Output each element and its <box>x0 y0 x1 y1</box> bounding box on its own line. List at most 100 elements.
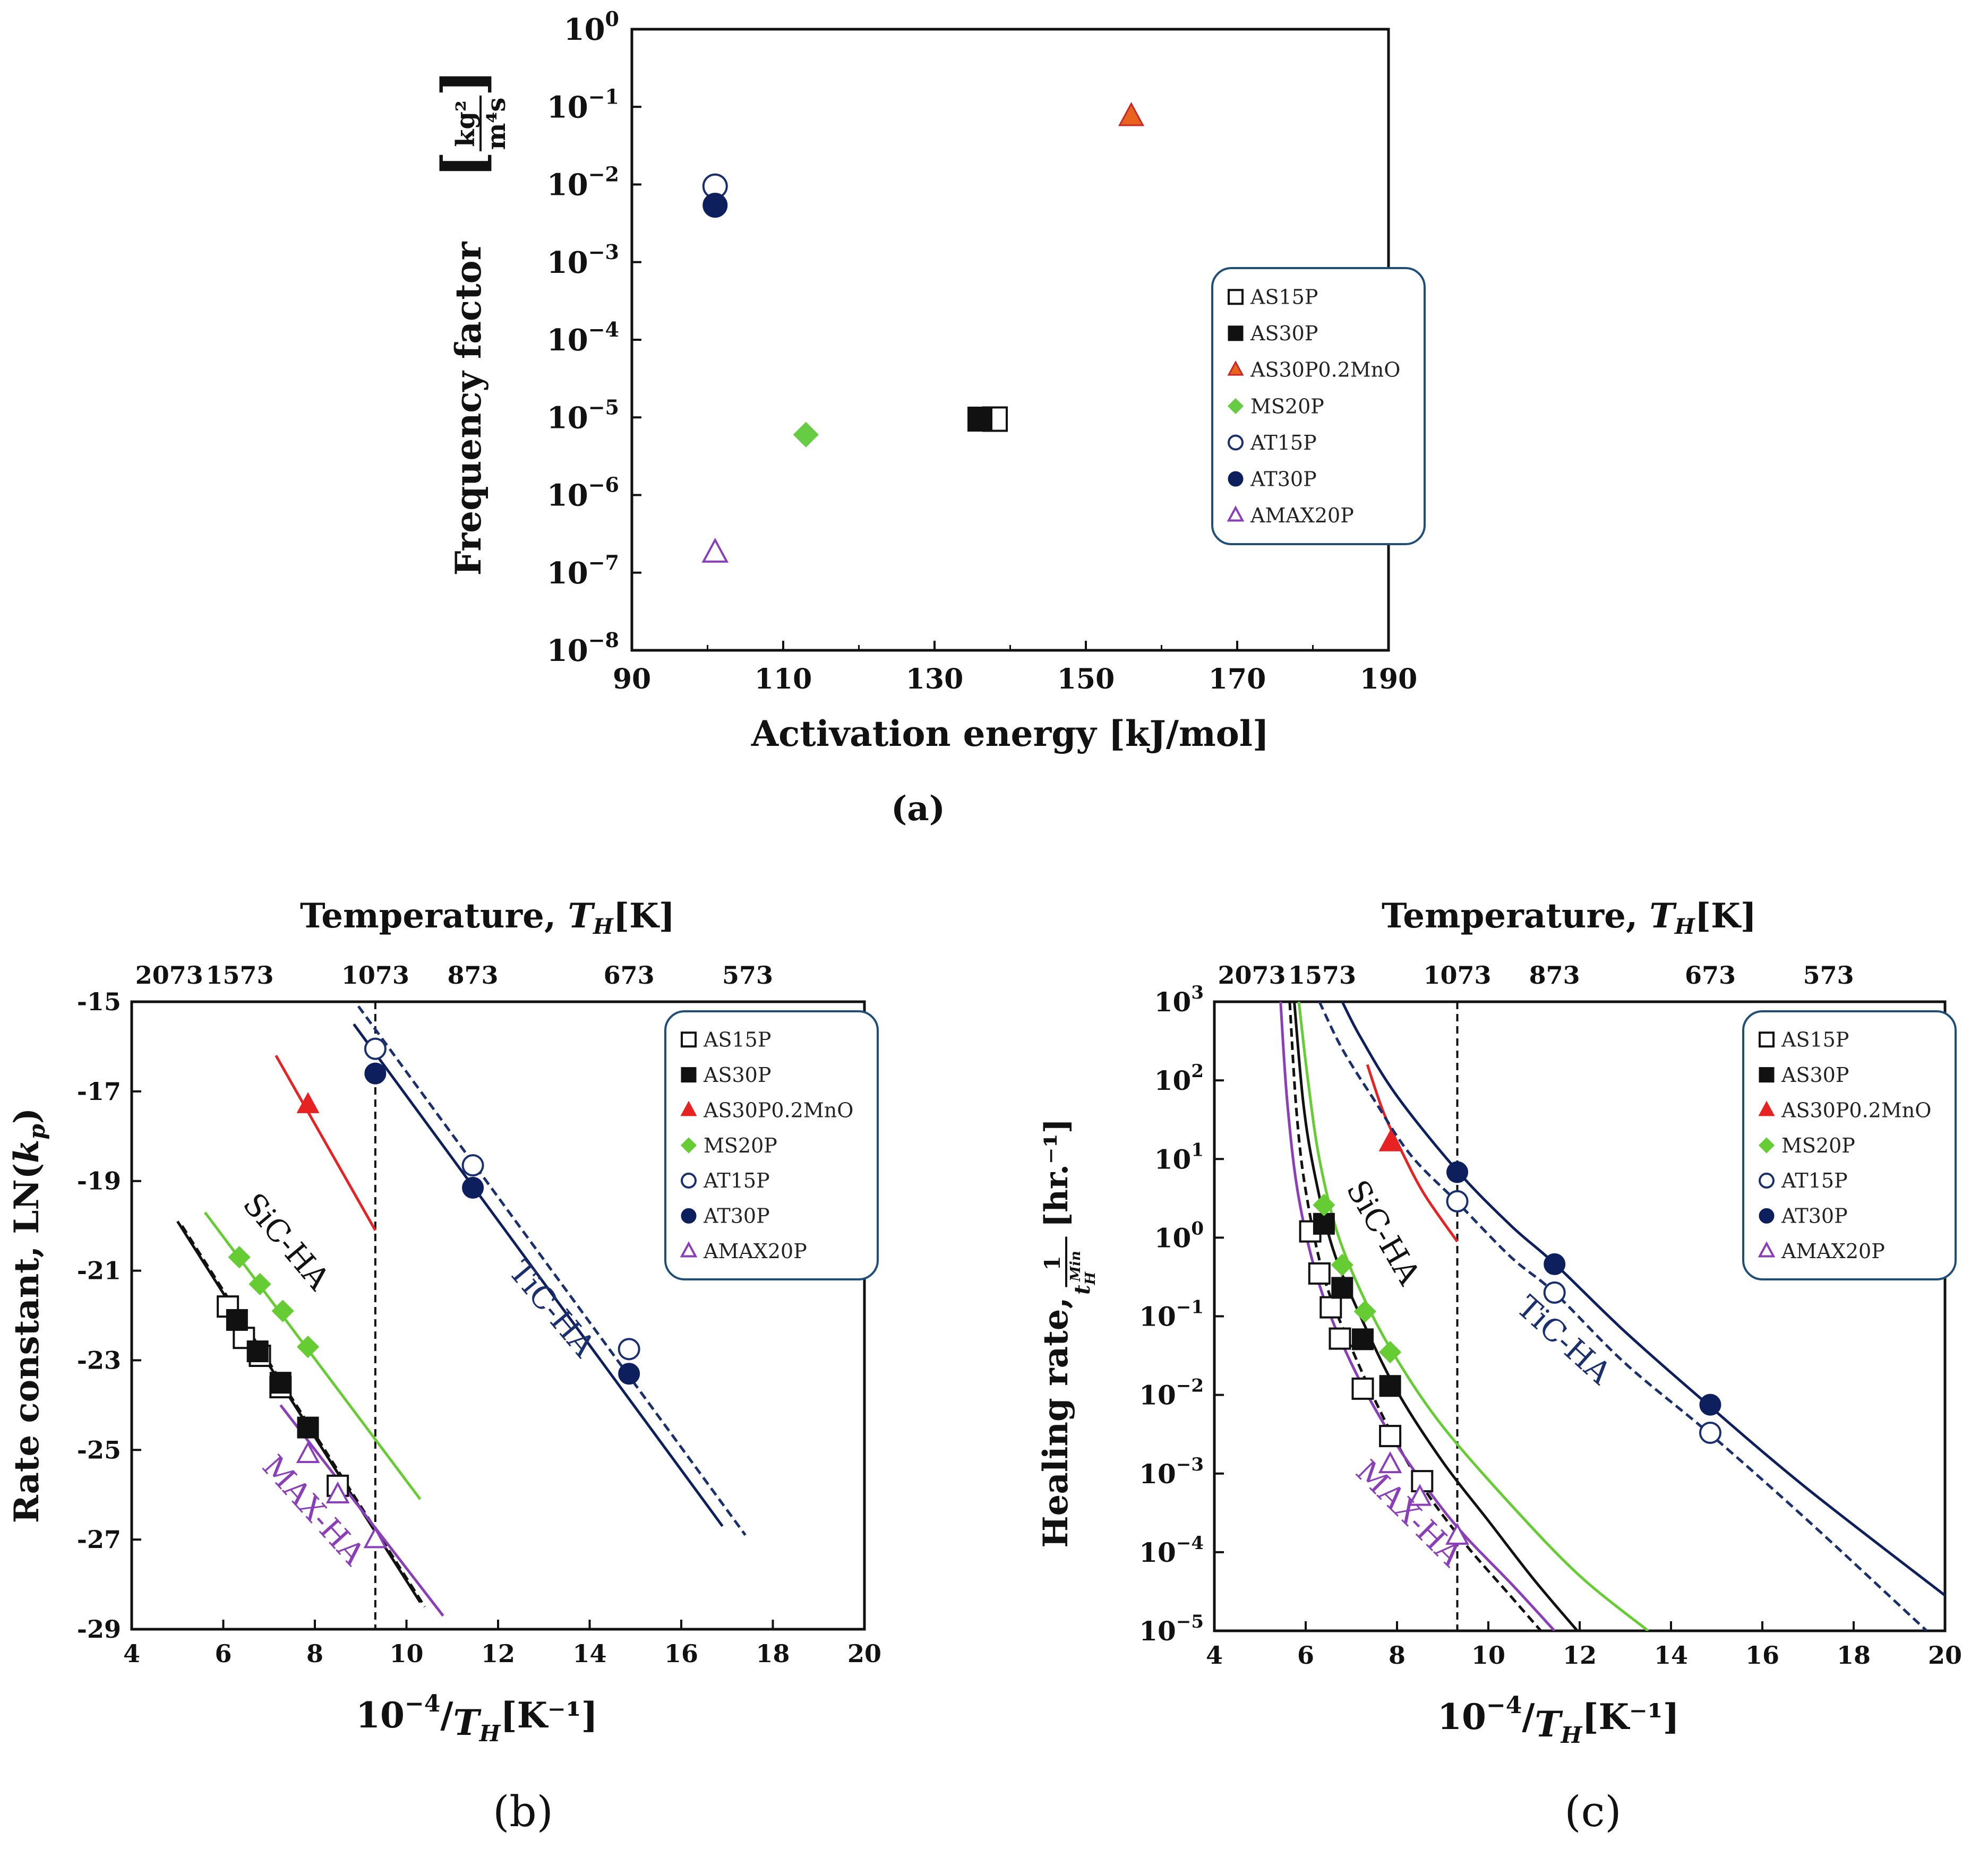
x-tick-label-b-4: 4 <box>123 1639 140 1668</box>
y-tick-exp: −3 <box>588 240 619 264</box>
y-tick-label-c: 10−5 <box>1139 1611 1204 1647</box>
y-tick-base: 10 <box>547 90 588 125</box>
y-axis-title-a: Frequency factor [kg² m⁴s] <box>429 69 511 575</box>
y-tick-exp: −2 <box>1176 1375 1204 1397</box>
data-point-at15p <box>364 1037 387 1060</box>
data-point-ms20p <box>248 1272 271 1296</box>
top-tick-label-b-2073: 2073 <box>135 961 203 990</box>
x-tick-label-a-170: 170 <box>1209 663 1266 695</box>
x-tick-label-c-18: 18 <box>1837 1641 1871 1670</box>
legend-label-as30p0-2mno: AS30P0.2MnO <box>1781 1098 1931 1122</box>
y-tick-exp: −4 <box>588 317 619 341</box>
y-tick-label-c: 10−1 <box>1139 1297 1204 1332</box>
panel-c: 4 6 8 10 12 14 16 18 2010310210110010−110−210−31… <box>1036 896 1962 1836</box>
x-tick-label-b-18: 18 <box>756 1639 790 1668</box>
data-point-as30p <box>1313 1212 1335 1235</box>
y-tick-exp: 2 <box>1191 1061 1204 1082</box>
y-tick-label-c: 10−2 <box>1139 1375 1204 1411</box>
top-axis-var: T <box>1649 896 1677 936</box>
x-tick-label-b-6: 6 <box>215 1639 232 1668</box>
x-tick-label-a-150: 150 <box>1057 663 1115 695</box>
top-tick-label-b-573: 573 <box>722 961 773 990</box>
data-point-amax20p <box>325 1481 350 1503</box>
legend-label-as15p: AS15P <box>703 1028 771 1052</box>
legend-label-as15p: AS15P <box>1250 286 1318 309</box>
data-point-ms20p <box>296 1335 320 1358</box>
y-tick-base: 10 <box>1139 1615 1176 1647</box>
y-tick-exp: −5 <box>1176 1611 1204 1632</box>
legend-label-at30p: AT30P <box>1781 1205 1848 1228</box>
y-axis-var: k <box>7 1139 47 1163</box>
y-frac-den-sup: Min <box>1068 1251 1084 1282</box>
data-point-ms20p <box>1313 1193 1335 1217</box>
x-axis-title-sub: H <box>479 1721 501 1747</box>
legend-marker-at30p <box>681 1208 697 1224</box>
y-tick-base: 10 <box>1154 1222 1192 1253</box>
y-tick-label-c: 103 <box>1154 982 1204 1018</box>
legend-label-amax20p: AMAX20P <box>703 1240 807 1263</box>
legend-label-as30p0-2mno: AS30P0.2MnO <box>1250 358 1400 382</box>
data-point-as15p <box>1308 1262 1331 1285</box>
top-axis-title-text: Temperature, <box>300 896 568 936</box>
top-axis-unit: [K] <box>613 896 675 936</box>
legend-marker-amax20p <box>1227 505 1245 522</box>
y-tick-label-a: 10−2 <box>547 162 619 203</box>
legend-label-ms20p: MS20P <box>1250 394 1324 418</box>
y-tick-label-a: 10−1 <box>547 84 619 125</box>
y-tick-base: 10 <box>1154 1065 1192 1096</box>
x-axis-title-exp: −4 <box>405 1690 440 1717</box>
y-tick-base: 10 <box>547 556 588 591</box>
x-tick-label-c-8: 8 <box>1389 1641 1406 1670</box>
data-point-at30p <box>702 193 728 218</box>
legend-marker-as30p0-2mno <box>1758 1100 1775 1116</box>
fit-curve-as15p-fit <box>1288 1002 1542 1631</box>
y-tick-exp: −7 <box>588 551 619 574</box>
y-tick-exp: −6 <box>588 473 619 497</box>
data-point-ms20p <box>1331 1253 1353 1276</box>
x-tick-label-c-4: 4 <box>1206 1641 1223 1670</box>
legend-marker-ms20p <box>1758 1137 1775 1154</box>
legend-box <box>664 1010 879 1280</box>
y-frac-den-var: t <box>1070 1285 1095 1295</box>
data-point-as30p <box>226 1309 248 1331</box>
data-point-as30p <box>269 1372 292 1394</box>
legend-label-at15p: AT15P <box>1250 431 1317 454</box>
y-tick-label-a: 10−5 <box>547 395 619 435</box>
legend-label-as30p: AS30P <box>703 1063 771 1087</box>
x-tick-label-b-10: 10 <box>389 1639 423 1668</box>
y-tick-base: 10 <box>547 245 588 280</box>
y-axis-title-b: Rate constant, LN(kp) <box>7 1108 50 1523</box>
data-point-as15p <box>1329 1327 1351 1350</box>
y-tick-exp: 1 <box>1191 1139 1204 1160</box>
fit-line-at30p-fit <box>353 1023 724 1527</box>
y-tick-exp: −1 <box>588 84 619 108</box>
legend-marker-at15p <box>681 1172 697 1189</box>
data-point-amax20p <box>363 1526 388 1549</box>
legend-marker-as15p <box>1759 1031 1775 1048</box>
y-tick-exp: −8 <box>588 628 619 652</box>
top-tick-label-b-1573: 1573 <box>206 961 274 990</box>
panel-label-c: (c) <box>1564 1787 1621 1836</box>
y-frac-num: 1 <box>1040 1256 1065 1271</box>
y-tick-base: 10 <box>547 323 588 358</box>
y-tick-label-c: 10−3 <box>1139 1454 1204 1490</box>
data-point-amax20p <box>296 1441 320 1463</box>
data-point-at30p <box>618 1363 640 1385</box>
fit-line-at15p-fit <box>357 1005 747 1536</box>
data-point-amax20p <box>1408 1484 1432 1506</box>
x-tick-label-b-20: 20 <box>847 1639 881 1668</box>
y-axis-unit: [hr.⁻¹] <box>1038 1119 1075 1227</box>
legend-marker-at30p <box>1759 1208 1775 1224</box>
data-point-as30p <box>246 1340 269 1363</box>
top-tick-label-b-673: 673 <box>604 961 655 990</box>
data-point-as30p <box>1379 1375 1401 1397</box>
legend-label-as15p: AS15P <box>1781 1028 1849 1052</box>
y-tick-exp: 3 <box>1191 982 1204 1003</box>
data-point-as30p <box>1331 1277 1353 1299</box>
data-point-ms20p <box>1353 1300 1376 1323</box>
x-axis-title-c: 10−4/TH[K⁻¹] <box>1437 1692 1679 1748</box>
data-point-as15p <box>1379 1425 1402 1448</box>
top-tick-label-b-1073: 1073 <box>341 961 409 990</box>
